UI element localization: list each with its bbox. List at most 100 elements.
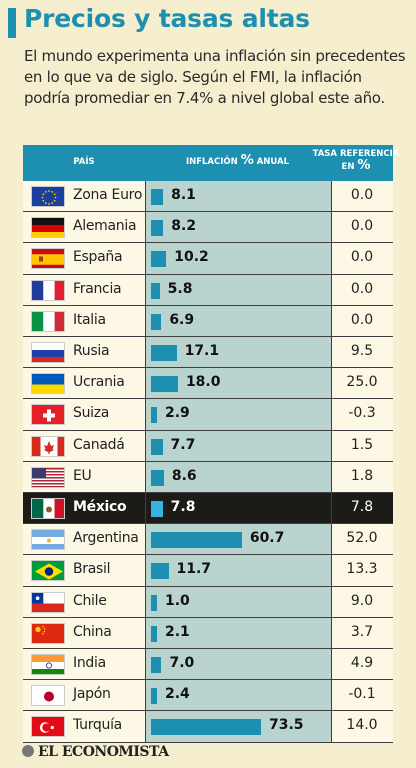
inflation-value: 17.1 [184, 343, 220, 359]
inflation-bar [151, 625, 157, 642]
table-row: Francia 5.8 0.0 [23, 275, 393, 306]
table-row: Argentina 60.7 52.0 [23, 524, 393, 556]
page-subtitle: El mundo experimenta una inflación sin p… [24, 47, 406, 107]
chile-flag-icon [31, 591, 65, 613]
ukraine-flag-icon [31, 373, 65, 395]
country-label: Turquía [73, 717, 122, 734]
country-label: India [73, 655, 106, 671]
inflation-bar [151, 594, 157, 611]
reference-rate-value: 13.3 [346, 561, 378, 578]
reference-rate-value: 0.0 [350, 311, 374, 328]
table-row: Italia 6.9 0.0 [23, 306, 393, 337]
reference-rate-value: -0.1 [348, 686, 376, 703]
publisher-logo: EL ECONOMISTA [22, 744, 169, 760]
inflation-bar [151, 438, 163, 455]
inflation-bar [151, 220, 164, 237]
country-label: España [73, 249, 123, 266]
table-row: España 10.2 0.0 [23, 243, 393, 275]
mexico-flag-icon [31, 498, 65, 519]
table-row: Alemania 8.2 0.0 [23, 212, 393, 244]
table-row: Rusia 17.1 9.5 [23, 337, 393, 369]
inflation-value: 7.8 [170, 499, 196, 515]
inflation-value: 1.0 [165, 592, 190, 609]
table-row: China 2.1 3.7 [23, 618, 393, 649]
inflation-value: 8.6 [171, 467, 197, 484]
reference-rate-value: 25.0 [346, 374, 378, 391]
reference-rate-value: 3.7 [350, 623, 374, 640]
column-divider [331, 181, 332, 742]
inflation-bar [151, 563, 169, 580]
inflation-value: 8.2 [171, 218, 197, 235]
reference-rate-value: 7.8 [350, 499, 374, 515]
inflation-bar [151, 376, 178, 393]
inflation-value: 7.7 [170, 436, 196, 453]
country-label: Argentina [73, 530, 139, 547]
inflation-value: 5.8 [167, 280, 193, 297]
china-flag-icon [31, 622, 65, 644]
inflation-value: 2.1 [165, 623, 190, 640]
header-country: PAÍS [73, 157, 95, 167]
table-row: Chile 1.0 9.0 [23, 587, 393, 618]
inflation-value: 60.7 [249, 530, 285, 547]
reference-rate-value: 1.8 [350, 467, 374, 484]
country-label: China [73, 623, 112, 640]
inflation-bar [151, 251, 167, 268]
country-label: Francia [73, 280, 122, 297]
country-label: Zona Euro [73, 187, 143, 203]
country-label: Alemania [73, 218, 137, 235]
column-divider [145, 181, 146, 742]
inflation-value: 6.9 [169, 311, 195, 328]
reference-rate-value: 9.0 [350, 592, 374, 609]
spain-flag-icon [31, 248, 65, 270]
table-row: México 7.8 7.8 [23, 493, 393, 525]
france-flag-icon [31, 279, 65, 301]
reference-rate-value: 0.0 [350, 218, 374, 235]
inflation-value: 8.1 [171, 187, 196, 203]
inflation-value: 18.0 [185, 374, 221, 391]
country-label: Rusia [73, 343, 110, 359]
reference-rate-value: 52.0 [346, 530, 378, 547]
country-label: EU [73, 467, 92, 484]
inflation-bar [151, 657, 162, 673]
table-row: EU 8.6 1.8 [23, 462, 393, 493]
table-row: Japón 2.4 -0.1 [23, 680, 393, 712]
table-row: Turquía 73.5 14.0 [23, 711, 393, 743]
inflation-value: 2.9 [165, 405, 190, 422]
reference-rate-value: 4.9 [350, 655, 374, 671]
inflation-bar [151, 469, 164, 486]
turkey-flag-icon [31, 716, 65, 738]
table-row: Zona Euro 8.1 0.0 [23, 181, 393, 213]
table-row: Ucrania 18.0 25.0 [23, 368, 393, 400]
reference-rate-value: 0.0 [350, 249, 374, 266]
inflation-value: 73.5 [269, 717, 304, 734]
country-label: Brasil [73, 561, 111, 578]
reference-rate-value: 14.0 [346, 717, 378, 734]
country-label: Ucrania [73, 374, 125, 391]
reference-rate-value: 1.5 [350, 436, 374, 453]
inflation-value: 7.0 [169, 655, 195, 671]
inflation-bar [151, 313, 162, 330]
logo-mark-icon [22, 745, 34, 757]
japan-flag-icon [31, 685, 65, 707]
title-accent-bar [8, 8, 16, 38]
country-label: Suiza [73, 405, 110, 422]
reference-rate-value: -0.3 [348, 405, 376, 422]
inflation-bar [151, 719, 261, 736]
inflation-value: 2.4 [165, 686, 190, 703]
inflation-bar [151, 282, 160, 299]
inflation-bar [151, 407, 157, 424]
header-rate: TASA REFERENCIA EN % [312, 149, 400, 173]
inflation-value: 11.7 [176, 561, 212, 578]
reference-rate-value: 0.0 [350, 280, 374, 297]
argentina-flag-icon [31, 529, 65, 551]
country-label: Japón [73, 686, 111, 703]
table-row: Brasil 11.7 13.3 [23, 555, 393, 587]
table-header [23, 145, 393, 181]
country-label: Italia [73, 311, 106, 328]
table-row: India 7.0 4.9 [23, 649, 393, 681]
table-row: Suiza 2.9 -0.3 [23, 399, 393, 431]
page-title: Precios y tasas altas [24, 4, 310, 33]
germany-flag-icon [31, 217, 65, 239]
inflation-bar [151, 189, 164, 205]
inflation-table: PAÍS INFLACIÓN % ANUAL TASA REFERENCIA E… [23, 145, 399, 743]
